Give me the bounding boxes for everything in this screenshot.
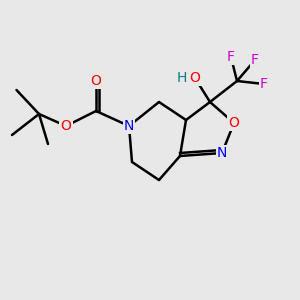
Text: F: F: [260, 77, 268, 91]
Text: O: O: [229, 116, 239, 130]
Text: F: F: [251, 53, 259, 67]
Text: O: O: [91, 74, 101, 88]
Text: O: O: [190, 71, 200, 85]
Text: F: F: [227, 50, 235, 64]
Text: N: N: [124, 119, 134, 133]
Text: O: O: [61, 119, 71, 133]
Text: N: N: [217, 146, 227, 160]
Text: H: H: [177, 71, 188, 85]
